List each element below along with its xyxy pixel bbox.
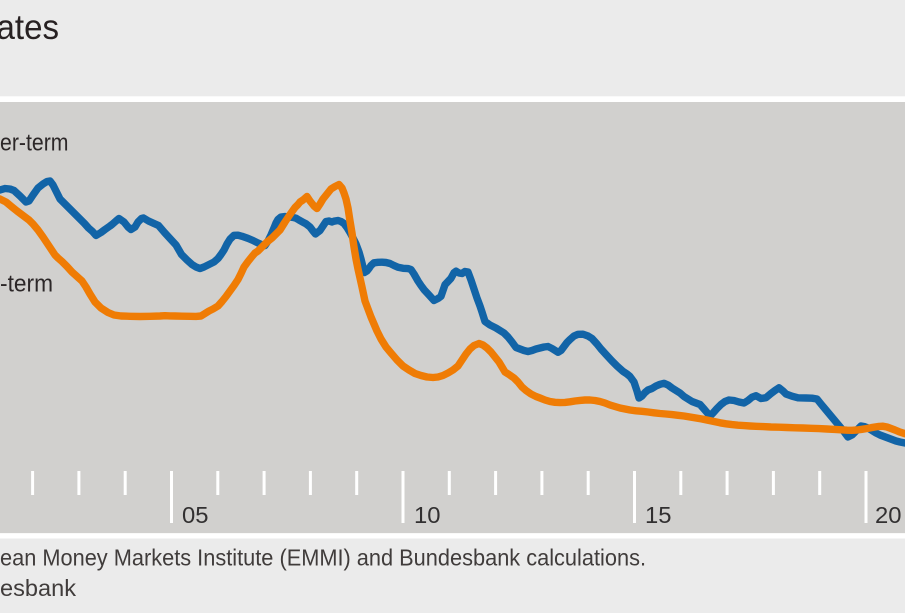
svg-text:ean Money Markets Institute (E: ean Money Markets Institute (EMMI) and B… <box>0 545 646 571</box>
svg-text:esbank: esbank <box>0 575 77 601</box>
svg-text:20: 20 <box>875 502 902 528</box>
svg-text:er-term: er-term <box>0 130 69 157</box>
svg-text:-term: -term <box>0 271 53 298</box>
svg-text:05: 05 <box>182 502 209 528</box>
svg-text:ates: ates <box>0 8 59 47</box>
svg-text:15: 15 <box>645 502 672 528</box>
svg-text:10: 10 <box>414 502 441 528</box>
